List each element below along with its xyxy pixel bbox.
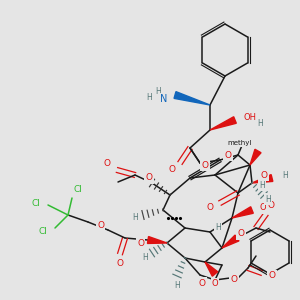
Polygon shape (222, 235, 239, 248)
Polygon shape (205, 262, 218, 276)
Text: H: H (215, 223, 221, 232)
Polygon shape (232, 207, 253, 218)
Text: O: O (206, 202, 214, 211)
Text: O: O (97, 221, 104, 230)
Text: Cl: Cl (38, 227, 47, 236)
Polygon shape (250, 149, 261, 165)
Text: O: O (116, 260, 124, 268)
Text: O: O (238, 230, 244, 238)
Text: H: H (265, 194, 271, 203)
Text: H: H (132, 212, 138, 221)
Text: H: H (155, 88, 161, 97)
Text: O: O (268, 272, 275, 280)
Polygon shape (210, 117, 236, 130)
Polygon shape (148, 236, 167, 244)
Text: H: H (174, 280, 180, 290)
Text: O: O (230, 275, 238, 284)
Text: O: O (212, 280, 218, 289)
Text: OH: OH (260, 203, 273, 212)
Text: H: H (259, 181, 265, 190)
Text: O: O (202, 160, 208, 169)
Text: O: O (103, 158, 110, 167)
Text: Cl: Cl (74, 185, 83, 194)
Text: O: O (268, 202, 274, 211)
Text: O: O (137, 239, 144, 248)
Text: O: O (260, 170, 268, 179)
Text: H: H (146, 92, 152, 101)
Text: H: H (282, 172, 288, 181)
Text: O: O (169, 166, 176, 175)
Text: H: H (257, 119, 263, 128)
Text: H: H (142, 253, 148, 262)
Polygon shape (252, 175, 273, 183)
Text: O: O (224, 151, 232, 160)
Text: OH: OH (243, 112, 256, 122)
Text: methyl: methyl (228, 140, 252, 146)
Text: N: N (160, 94, 167, 104)
Text: Cl: Cl (31, 199, 40, 208)
Text: O: O (199, 278, 206, 287)
Polygon shape (174, 92, 210, 105)
Text: O: O (146, 173, 152, 182)
